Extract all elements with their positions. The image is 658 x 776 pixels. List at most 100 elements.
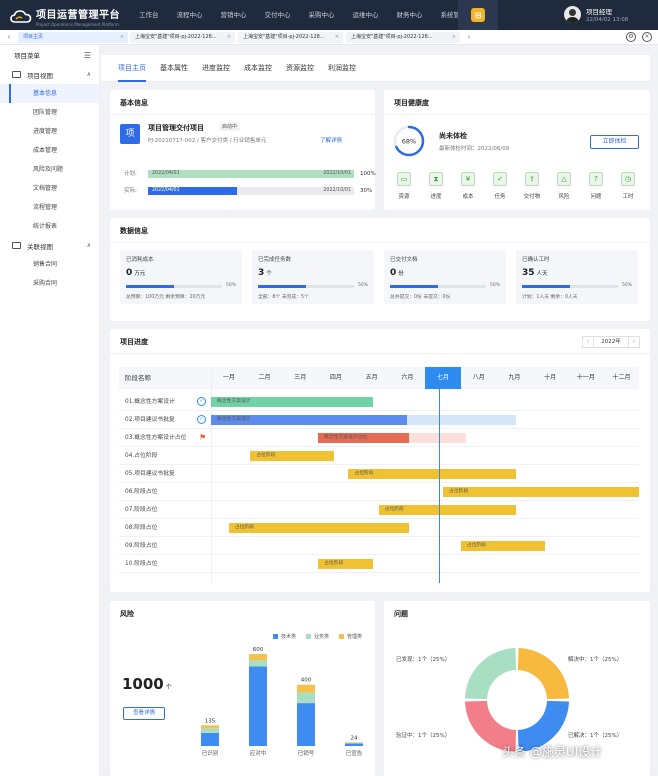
sidebar-item[interactable]: 成本管理 [33, 147, 58, 154]
risk-bar-segment[interactable] [345, 742, 363, 744]
clock-icon[interactable]: ◷ [621, 172, 635, 186]
gantt-month-header[interactable]: 九月 [508, 374, 521, 381]
nav-item[interactable]: 系统管理 [440, 11, 467, 19]
gantt-month-header[interactable]: 六月 [401, 374, 414, 381]
content-tab[interactable]: 利润监控 [328, 64, 356, 72]
content-tab[interactable]: 项目主页 [111, 55, 153, 82]
close-tab-icon[interactable]: × [226, 34, 231, 40]
hourglass-icon[interactable]: ⧗ [429, 172, 443, 186]
sidebar-group[interactable]: 关联视图 ∧ [0, 236, 99, 255]
year-value[interactable]: 2022年 [594, 336, 628, 348]
nav-item[interactable]: 流程中心 [176, 11, 203, 19]
gantt-month-header[interactable]: 三月 [294, 374, 307, 381]
sidebar-item[interactable]: 风险及问题 [33, 166, 64, 173]
risk-bar-segment[interactable] [249, 666, 267, 746]
risk-bar-segment[interactable] [201, 725, 219, 729]
gantt-bar[interactable]: 占位阶段 [378, 505, 517, 515]
nav-item[interactable]: 工作台 [139, 11, 159, 19]
gantt-month-header[interactable]: 十一月 [576, 374, 595, 381]
deliverable-icon[interactable]: ⇪ [525, 172, 539, 186]
gantt-stage-name[interactable]: 08.阶段占位 [125, 525, 158, 531]
content-tab[interactable]: 进度监控 [202, 64, 230, 72]
nav-item[interactable]: 交付中心 [264, 11, 291, 19]
gantt-bar[interactable] [407, 415, 517, 425]
sidebar-item[interactable]: 团队管理 [33, 109, 58, 116]
nav-item[interactable]: 财务中心 [396, 11, 423, 19]
gantt-month-header[interactable]: 四月 [329, 374, 342, 381]
issue-donut-slice[interactable] [465, 700, 517, 752]
risk-bar-segment[interactable] [297, 692, 315, 704]
gantt-bar[interactable]: 占位阶段 [460, 541, 545, 551]
gantt-stage-name[interactable]: 03.概念性方案设计占位 [125, 435, 187, 441]
gantt-bar[interactable]: 概念性方案设计 [211, 415, 408, 425]
risk-bar-segment[interactable] [345, 742, 363, 743]
prev-year-button[interactable]: ‹ [582, 336, 594, 348]
settings-icon[interactable]: ⚙ [626, 32, 636, 42]
warning-icon[interactable]: △ [557, 172, 571, 186]
sidebar-group[interactable]: 项目视图 ∧ [0, 65, 99, 84]
gantt-bar[interactable]: 概念性方案设计 [211, 397, 374, 407]
gantt-month-header[interactable]: 十月 [544, 374, 557, 381]
gantt-bar[interactable]: 占位阶段 [443, 487, 640, 497]
gantt-stage-name[interactable]: 05.项目建议书批复 [125, 471, 175, 477]
tabs-scroll-left-icon[interactable]: ‹ [7, 33, 11, 41]
nav-item[interactable]: 营销中心 [220, 11, 247, 19]
content-tab[interactable]: 资源监控 [286, 64, 314, 72]
gantt-stage-name[interactable]: 10.阶段占位 [125, 561, 158, 567]
close-tab-icon[interactable]: × [119, 34, 124, 40]
sidebar-item[interactable]: 统计报表 [33, 223, 58, 230]
page-tab[interactable]: 上海宝安"基建"项目-pj-2022-128... × [130, 32, 235, 43]
menu-collapse-icon[interactable]: ☰ [83, 50, 91, 60]
detail-link[interactable]: 了解详情 [320, 138, 343, 144]
gantt-stage-name[interactable]: 01.概念性方案设计 [125, 399, 175, 405]
sidebar-item[interactable]: 流程管理 [33, 204, 58, 211]
next-year-button[interactable]: › [628, 336, 640, 348]
close-tab-icon[interactable]: × [334, 34, 339, 40]
nav-item[interactable]: 采购中心 [308, 11, 335, 19]
gantt-month-header[interactable]: 五月 [365, 374, 378, 381]
task-icon[interactable]: ✓ [493, 172, 507, 186]
gantt-stage-name[interactable]: 02.项目建议书批复 [125, 417, 175, 423]
gantt-bar[interactable]: 占位阶段 [348, 469, 517, 479]
sidebar-item[interactable]: 文档管理 [33, 185, 58, 192]
gantt-month-header[interactable]: 十二月 [612, 374, 631, 381]
sidebar-item[interactable]: 采购合同 [33, 280, 58, 287]
issue-donut-slice[interactable] [465, 648, 517, 700]
issue-donut-slice[interactable] [517, 648, 569, 700]
gantt-bar[interactable]: 占位阶段 [228, 523, 410, 533]
risk-bar-segment[interactable] [249, 654, 267, 661]
page-tab[interactable]: 上海宝安"基建"项目-pj-2022-128... × [346, 32, 460, 43]
folder-icon[interactable]: ▭ [397, 172, 411, 186]
question-icon[interactable]: ? [589, 172, 603, 186]
gantt-bar[interactable]: 占位阶段 [318, 559, 374, 569]
risk-bar-segment[interactable] [297, 684, 315, 693]
risk-bar-segment[interactable] [201, 728, 219, 733]
user-menu[interactable]: 项目经理 22/04/02 13:08 [564, 6, 628, 23]
sidebar-item[interactable]: 进度管理 [33, 128, 58, 135]
apps-grid-button[interactable]: ⊞ [458, 0, 498, 30]
gantt-month-header[interactable]: 一月 [222, 374, 235, 381]
gantt-month-header[interactable]: 八月 [472, 374, 485, 381]
gantt-bar[interactable]: 占位阶段 [250, 451, 335, 461]
gantt-stage-name[interactable]: 06.阶段占位 [125, 489, 158, 495]
page-tab[interactable]: 上海宝安"基建"项目-pj-2022-128... × [238, 32, 343, 43]
content-tab[interactable]: 基本属性 [160, 64, 188, 72]
risk-bar-segment[interactable] [297, 703, 315, 746]
risk-bar-segment[interactable] [249, 660, 267, 667]
view-details-button[interactable]: 查看详情 [123, 707, 165, 720]
gantt-month-header[interactable]: 七月 [425, 367, 461, 389]
risk-bar-segment[interactable] [201, 732, 219, 746]
page-tab[interactable]: 项目主页 × [18, 32, 128, 43]
nav-item[interactable]: 运维中心 [352, 11, 379, 19]
close-all-icon[interactable]: × [642, 32, 652, 42]
cost-icon[interactable]: ¥ [461, 172, 475, 186]
gantt-month-header[interactable]: 二月 [258, 374, 271, 381]
gantt-bar[interactable]: 概念性方案设计占位 [318, 433, 410, 443]
sidebar-item[interactable]: 销售合同 [33, 261, 58, 268]
content-tab[interactable]: 成本监控 [244, 64, 272, 72]
issue-donut-slice[interactable] [517, 700, 569, 752]
check-now-button[interactable]: 立即体检 [590, 135, 639, 149]
sidebar-item[interactable]: 基本信息 [0, 84, 99, 103]
app-logo[interactable]: 项目运营管理平台 Project Operations Management P… [10, 6, 120, 27]
tabs-scroll-right-icon[interactable]: › [467, 33, 471, 41]
